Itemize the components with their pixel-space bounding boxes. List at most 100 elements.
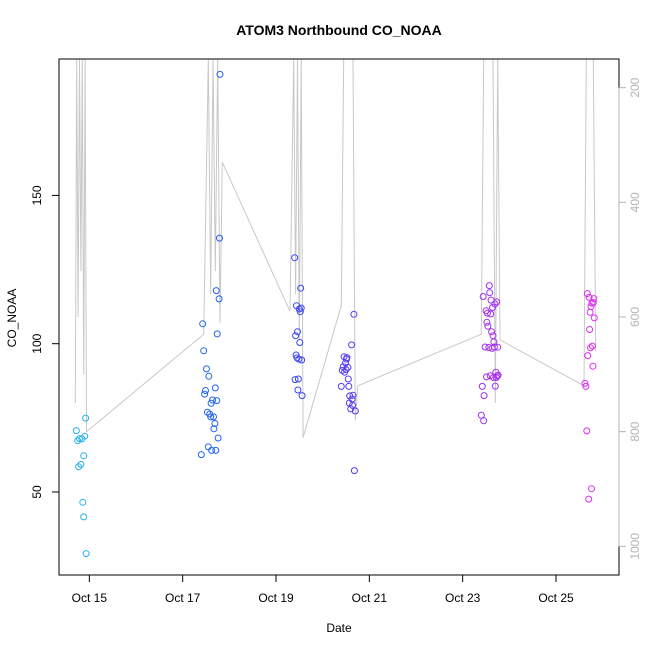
data-point [201, 390, 209, 398]
data-point [484, 322, 492, 330]
data-point [477, 411, 485, 419]
data-point [298, 392, 306, 400]
y-tick-label: 50 [30, 485, 44, 499]
data-point [588, 485, 595, 493]
y-tick-label: 100 [30, 333, 44, 353]
data-point [481, 343, 489, 351]
data-point [342, 366, 350, 373]
data-point [294, 386, 302, 394]
data-point [204, 443, 212, 451]
x-axis: Oct 15 Oct 17 Oct 19 Oct 21 Oct 23 Oct 25 [72, 574, 574, 605]
y2-tick-label: 800 [628, 421, 642, 441]
data-point [343, 354, 351, 362]
data-point [479, 293, 487, 300]
data-point [216, 70, 224, 78]
data-point [585, 293, 593, 301]
y-tick-label: 150 [30, 185, 44, 205]
data-point [491, 300, 499, 308]
pressure-line-layer [74, 58, 597, 438]
x-axis-label: Date [326, 621, 352, 635]
data-point [488, 328, 496, 336]
data-point [215, 295, 223, 303]
data-point [486, 372, 494, 380]
x-tick-label: Oct 17 [165, 591, 201, 605]
data-points-layer [72, 70, 598, 558]
data-point [210, 413, 217, 421]
data-point [80, 452, 88, 460]
data-point [586, 308, 594, 316]
data-point [80, 513, 88, 521]
y2-tick-label: 400 [628, 192, 642, 212]
data-point [208, 446, 216, 454]
data-point [295, 355, 303, 363]
data-point [74, 437, 82, 445]
data-point [212, 446, 220, 454]
data-point [478, 382, 486, 390]
data-point [486, 289, 494, 297]
data-point [294, 375, 302, 383]
data-point [298, 356, 306, 364]
data-point [211, 384, 219, 392]
data-point [581, 379, 589, 387]
y-axis-right: 200 400 600 800 1000 [618, 77, 642, 560]
data-point [79, 498, 87, 506]
data-point [490, 338, 498, 346]
data-point [82, 414, 90, 422]
data-point [75, 463, 83, 471]
data-point [491, 382, 499, 390]
data-point [583, 290, 591, 298]
data-point [294, 328, 301, 336]
data-point [584, 352, 592, 360]
x-tick-label: Oct 25 [538, 591, 574, 605]
y-axis-left: 50 100 150 [30, 185, 60, 499]
data-point [589, 362, 597, 370]
data-point [202, 387, 209, 394]
data-point [200, 347, 208, 355]
data-point [487, 310, 495, 318]
data-point [72, 427, 80, 435]
chart-title: ATOM3 Northbound CO_NOAA [236, 22, 442, 38]
data-point [344, 363, 352, 371]
data-point [81, 432, 89, 440]
data-point [494, 371, 502, 379]
data-point [487, 296, 495, 304]
data-point [583, 427, 591, 435]
data-point [586, 326, 594, 333]
data-point [297, 304, 305, 312]
data-point [582, 382, 590, 390]
y2-tick-label: 1000 [628, 533, 642, 560]
data-point [209, 396, 216, 404]
data-point [296, 308, 304, 316]
data-point [338, 366, 346, 374]
data-point [587, 303, 595, 311]
data-point [207, 413, 215, 421]
data-point [483, 373, 490, 381]
data-point [348, 341, 356, 349]
x-tick-label: Oct 19 [258, 591, 294, 605]
data-point [350, 467, 358, 475]
data-point [213, 330, 221, 338]
data-point [210, 425, 218, 433]
data-point [588, 342, 596, 350]
data-point [493, 298, 501, 306]
data-point [350, 310, 358, 318]
data-point [214, 434, 222, 442]
data-point [590, 295, 598, 303]
data-point [585, 495, 593, 503]
data-point [291, 254, 299, 262]
data-point [213, 397, 221, 405]
data-point [480, 392, 488, 400]
data-point [211, 420, 219, 427]
data-point [345, 382, 353, 390]
data-point [216, 234, 223, 242]
data-point [494, 343, 502, 351]
data-point [590, 314, 598, 322]
data-point [483, 318, 491, 326]
data-point [589, 299, 597, 306]
y2-tick-label: 200 [628, 77, 642, 97]
data-point [291, 376, 299, 384]
data-point [483, 309, 491, 317]
x-tick-label: Oct 21 [352, 591, 388, 605]
data-point [587, 344, 594, 352]
